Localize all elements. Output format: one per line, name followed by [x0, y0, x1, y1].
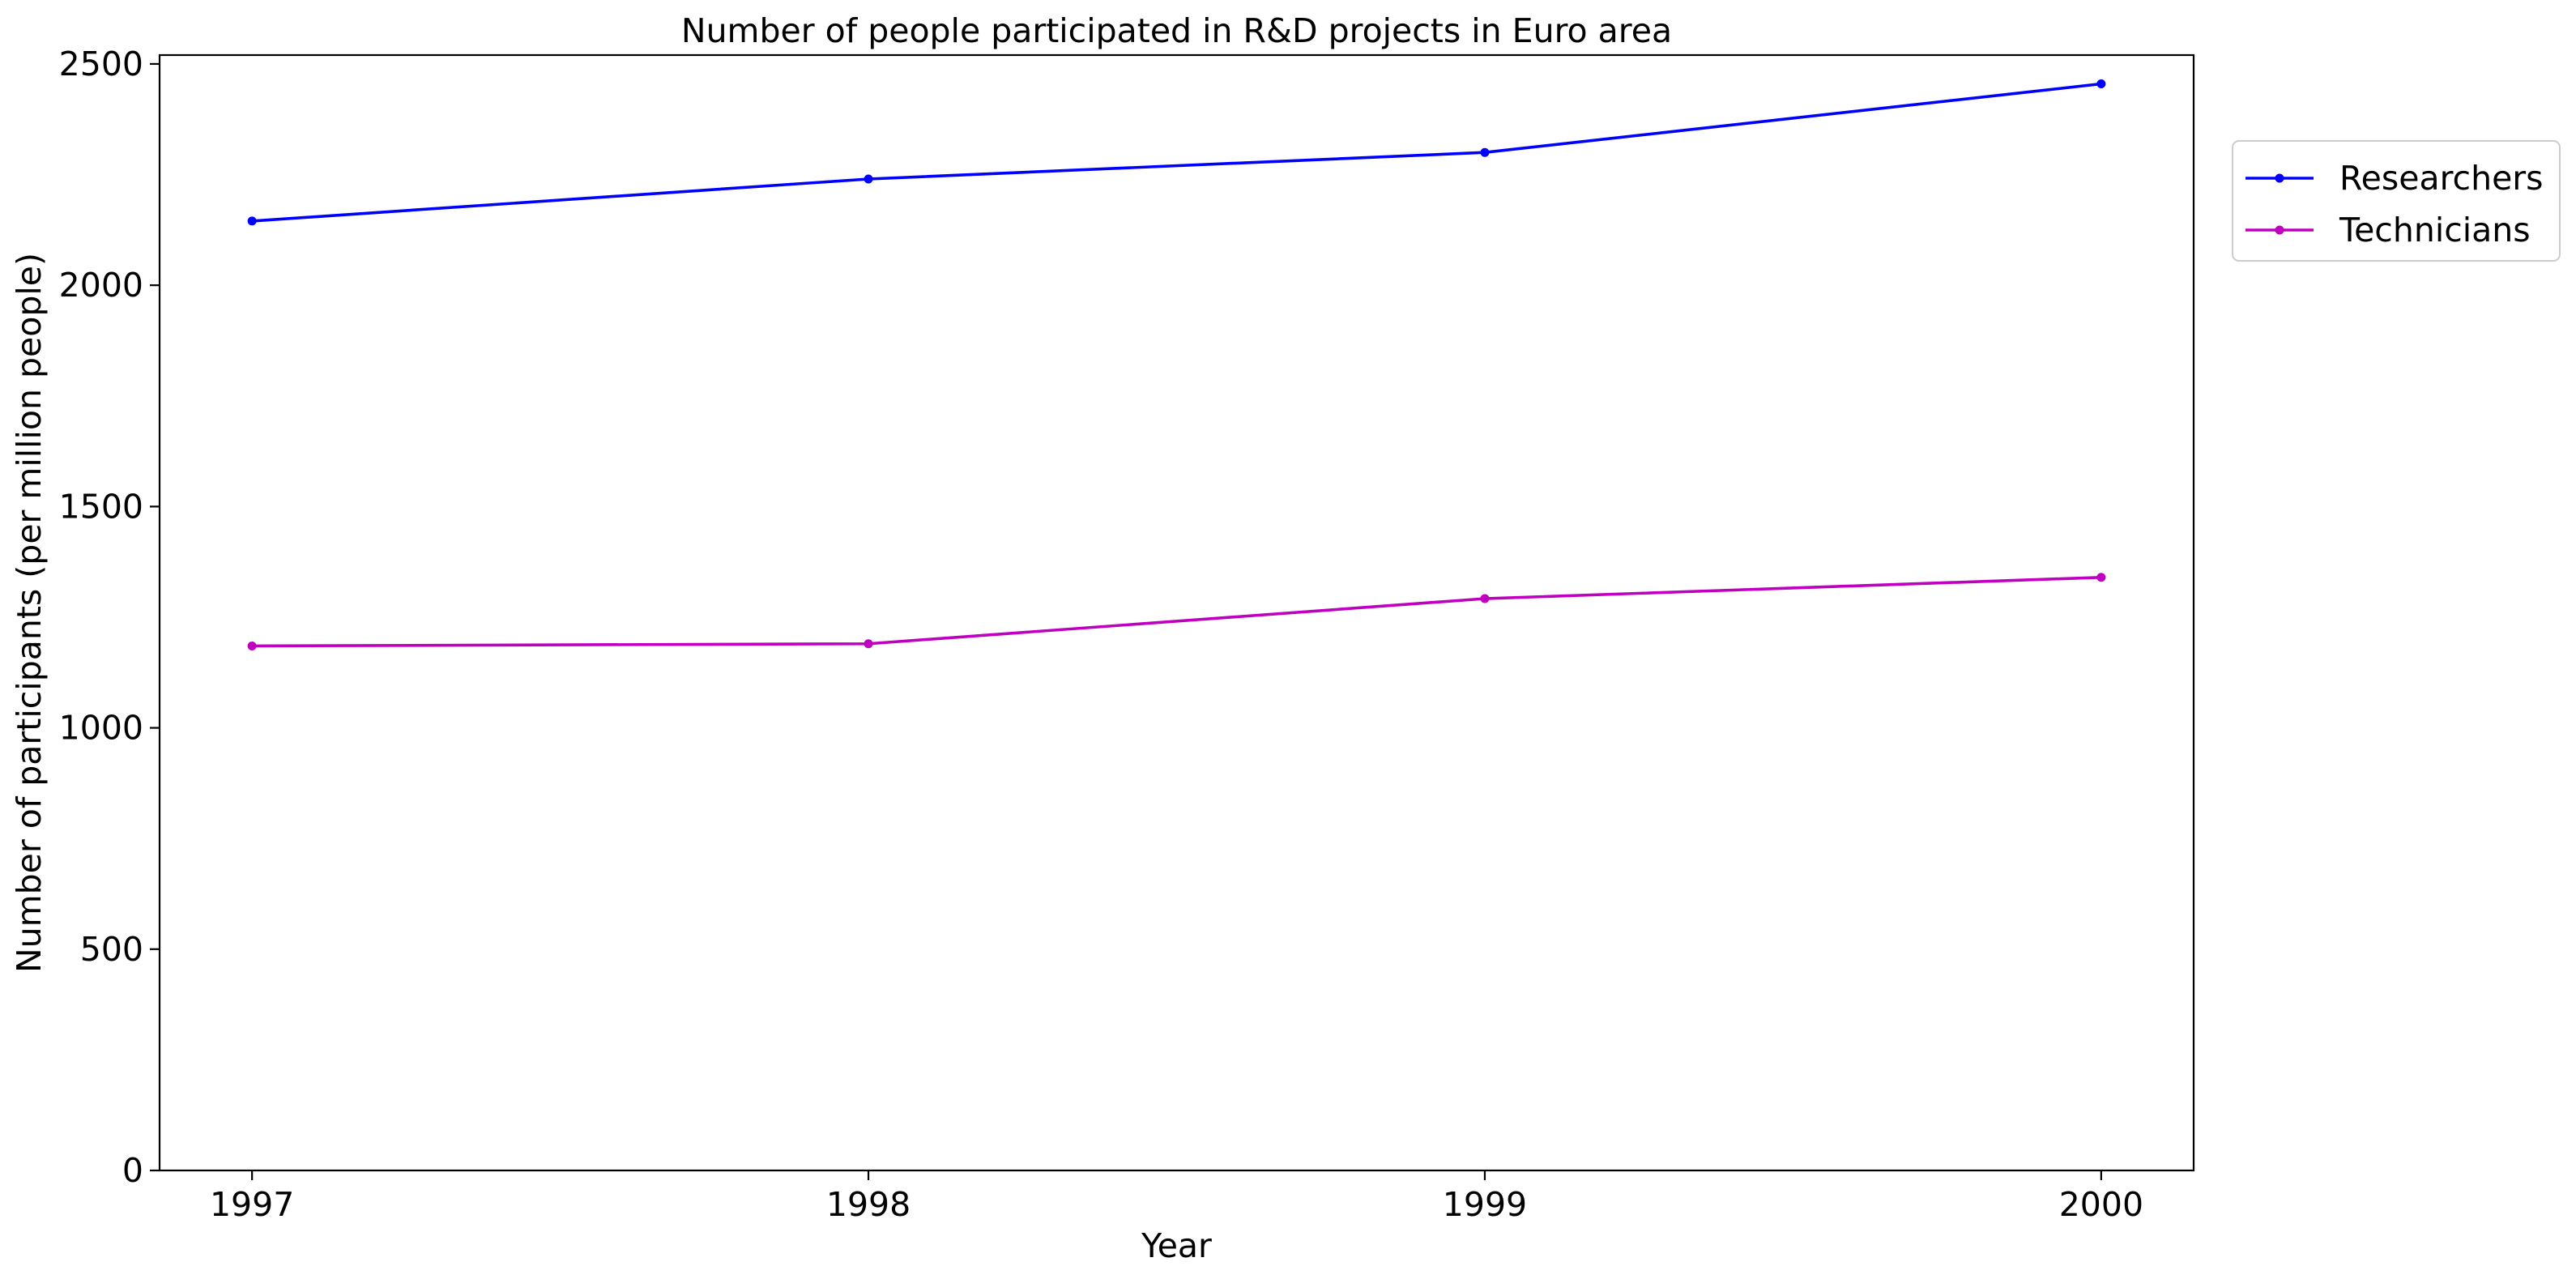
y-tick-label: 2000 — [59, 266, 143, 305]
data-point — [2096, 573, 2106, 582]
data-point — [864, 174, 873, 184]
x-tick-label: 1999 — [1443, 1185, 1527, 1224]
legend-swatch-marker — [2275, 173, 2284, 183]
y-tick-label: 1500 — [59, 487, 143, 526]
plot-area — [158, 53, 2195, 1172]
x-tick-label: 1998 — [826, 1185, 911, 1224]
y-tick-label: 0 — [122, 1151, 143, 1190]
x-tick-label: 1997 — [210, 1185, 294, 1224]
y-axis-label: Number of participants (per million peop… — [10, 253, 49, 973]
data-point — [2096, 79, 2106, 89]
chart-title: Number of people participated in R&D pro… — [681, 11, 1672, 50]
axes: 0 500 1000 1500 2000 2500 1997 1998 1999 2000 — [59, 45, 2143, 1224]
legend-item-researchers: Researchers — [2245, 159, 2544, 198]
plot-frame — [158, 53, 2195, 1172]
y-tick-label: 500 — [80, 930, 143, 969]
data-point — [1480, 147, 1490, 157]
legend-box — [2232, 140, 2561, 262]
data-point — [1480, 594, 1490, 603]
x-axis-label: Year — [1141, 1226, 1212, 1265]
x-tick-label: 2000 — [2059, 1185, 2143, 1224]
series-researchers — [247, 79, 2106, 226]
series-line — [252, 575, 2101, 648]
legend-label: Technicians — [2339, 211, 2531, 249]
data-point — [864, 639, 873, 649]
data-point — [247, 216, 257, 226]
legend: Researchers Technicians — [2232, 140, 2561, 262]
data-point — [247, 641, 257, 650]
series-line — [252, 82, 2102, 223]
y-tick-label: 1000 — [59, 709, 143, 748]
y-tick-label: 2500 — [59, 45, 143, 83]
legend-item-technicians: Technicians — [2245, 211, 2531, 249]
series-layer — [247, 79, 2106, 650]
series-technicians — [247, 573, 2106, 650]
legend-label: Researchers — [2339, 159, 2544, 198]
legend-swatch-marker — [2275, 225, 2284, 235]
